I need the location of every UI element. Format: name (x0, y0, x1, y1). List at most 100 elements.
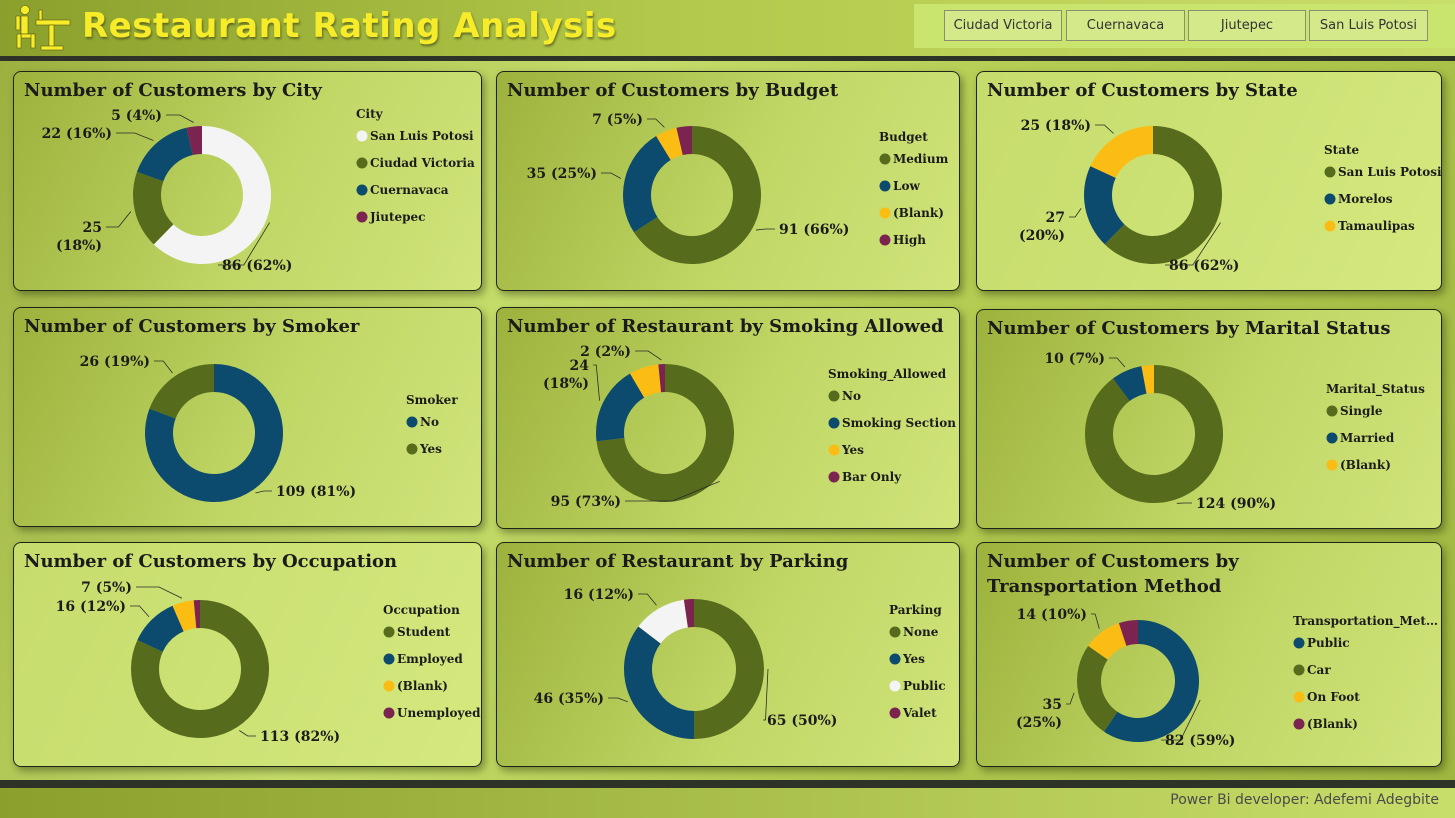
card-customers-by-state: Number of Customers by State 86 (62%) 27 (… (976, 71, 1442, 291)
legend-item[interactable]: Student (397, 625, 451, 639)
card-title: Number of Restaurant by Parking (507, 551, 849, 572)
slicer-button-cuernavaca[interactable]: Cuernavaca (1066, 10, 1185, 41)
legend-item[interactable]: Medium (893, 152, 949, 166)
legend-item[interactable]: Single (1340, 404, 1383, 418)
legend-item[interactable]: None (903, 625, 939, 639)
donut-slice-yes[interactable] (624, 626, 694, 739)
leader-line (1161, 699, 1201, 741)
donut-slice-bar-only[interactable] (658, 364, 665, 393)
legend-item[interactable]: Yes (902, 652, 925, 666)
card-customers-by-smoker: Number of Customers by Smoker 109 (81%) 2… (13, 307, 482, 527)
donut-slice-yes[interactable] (149, 364, 214, 419)
donut-slice-jiutepec[interactable] (186, 126, 202, 156)
legend-item[interactable]: (Blank) (1340, 458, 1391, 472)
legend-marker (889, 707, 901, 719)
legend-marker (828, 471, 840, 483)
legend-item[interactable]: Yes (841, 443, 864, 457)
donut-slice-ciudad-victoria[interactable] (133, 171, 174, 245)
donut-slice-yes[interactable] (630, 364, 662, 398)
donut-slice-blank[interactable] (172, 600, 197, 632)
legend-item[interactable]: San Luis Potosi (1338, 165, 1442, 179)
legend-marker (356, 157, 368, 169)
donut-slice-cuernavaca[interactable] (136, 127, 193, 182)
donut-slice-high[interactable] (676, 126, 692, 156)
donut-slice-medium[interactable] (633, 126, 761, 264)
footer-divider (0, 780, 1455, 788)
leader-line (601, 172, 622, 179)
leader-line (1069, 207, 1082, 218)
data-label: (18%) (543, 376, 589, 392)
donut-slice-smoking-section[interactable] (596, 373, 645, 442)
data-label: 22 (16%) (42, 126, 112, 142)
legend-marker (356, 130, 368, 142)
donut-slice-married[interactable] (1112, 366, 1147, 402)
donut-slice-valet[interactable] (683, 599, 694, 628)
leader-line (1091, 613, 1100, 629)
donut-slice-on-foot[interactable] (1088, 623, 1127, 660)
donut-slice-car[interactable] (1077, 645, 1118, 732)
slicer-button-jiutepec[interactable]: Jiutepec (1188, 10, 1306, 41)
legend-marker (879, 207, 891, 219)
legend-marker (1324, 193, 1336, 205)
legend-item[interactable]: Bar Only (842, 470, 902, 484)
legend-item[interactable]: Morelos (1338, 192, 1393, 206)
legend-item[interactable]: Low (893, 179, 920, 193)
donut-slice-no[interactable] (596, 364, 734, 502)
legend-item[interactable]: Car (1307, 663, 1331, 677)
legend-item[interactable]: Public (903, 679, 946, 693)
legend-marker (828, 444, 840, 456)
donut-slice-blank[interactable] (656, 127, 683, 160)
slicer-button-ciudad-victoria[interactable]: Ciudad Victoria (944, 10, 1062, 41)
legend-item[interactable]: (Blank) (1307, 717, 1358, 731)
donut-slice-blank[interactable] (1118, 620, 1138, 646)
legend-item[interactable]: Jiutepec (369, 210, 425, 224)
legend-title: Occupation (383, 603, 460, 617)
donut-slice-public[interactable] (1103, 620, 1199, 742)
donut-slice-san-luis-potosi[interactable] (1104, 126, 1222, 264)
donut-slice-none[interactable] (694, 599, 764, 739)
card-restaurant-by-smoking-allowed: Number of Restaurant by Smoking Allowed … (496, 307, 960, 529)
legend-item[interactable]: Public (1307, 636, 1350, 650)
donut-slice-san-luis-potosi[interactable] (153, 126, 271, 264)
leader-line (1109, 357, 1126, 368)
donut-slice-tamaulipas[interactable] (1090, 126, 1153, 178)
card-customers-by-occupation: Number of Customers by Occupation 113 (8… (13, 542, 482, 767)
legend-item[interactable]: (Blank) (893, 206, 944, 220)
slicer-button-san-luis-potosi[interactable]: San Luis Potosi (1309, 10, 1428, 41)
donut-slice-single[interactable] (1085, 365, 1223, 503)
donut-slice-public[interactable] (638, 599, 688, 644)
legend-item[interactable]: San Luis Potosi (370, 129, 474, 143)
donut-slice-no[interactable] (144, 364, 283, 502)
legend-item[interactable]: Unemployed (397, 706, 481, 720)
data-label: 46 (35%) (534, 691, 604, 707)
data-label: 86 (62%) (1169, 258, 1239, 274)
legend-item[interactable]: No (842, 389, 861, 403)
legend-item[interactable]: (Blank) (397, 679, 448, 693)
legend-title: Parking (889, 603, 942, 617)
donut-chart-smoking-allowed: 95 (73%) 24 (18%) 2 (2%) Smoking_Allowed No Sm… (543, 344, 956, 510)
legend-marker (383, 707, 395, 719)
data-label: 26 (19%) (80, 354, 150, 370)
legend-item[interactable]: No (420, 415, 439, 429)
donut-slice-student[interactable] (131, 600, 269, 738)
donut-slice-unemployed[interactable] (193, 600, 200, 629)
legend-marker (1326, 432, 1338, 444)
legend-item[interactable]: Cuernavaca (370, 183, 449, 197)
legend-item[interactable]: Smoking Section (842, 416, 956, 430)
leader-line (608, 697, 628, 703)
legend-item[interactable]: Married (1340, 431, 1395, 445)
legend-item[interactable]: On Foot (1307, 690, 1360, 704)
legend-item[interactable]: Tamaulipas (1338, 219, 1415, 233)
legend-marker (1293, 664, 1305, 676)
legend-item[interactable]: Ciudad Victoria (370, 156, 475, 170)
data-label: 113 (82%) (260, 729, 340, 745)
legend-item[interactable]: Valet (902, 706, 937, 720)
legend-item[interactable]: High (893, 233, 926, 247)
donut-slice-morelos[interactable] (1084, 166, 1125, 245)
donut-slice-blank[interactable] (1141, 365, 1154, 394)
legend-item[interactable]: Employed (397, 652, 463, 666)
data-label: 82 (59%) (1165, 733, 1235, 749)
donut-slice-employed[interactable] (137, 605, 184, 652)
donut-slice-low[interactable] (623, 136, 671, 233)
legend-item[interactable]: Yes (419, 442, 442, 456)
